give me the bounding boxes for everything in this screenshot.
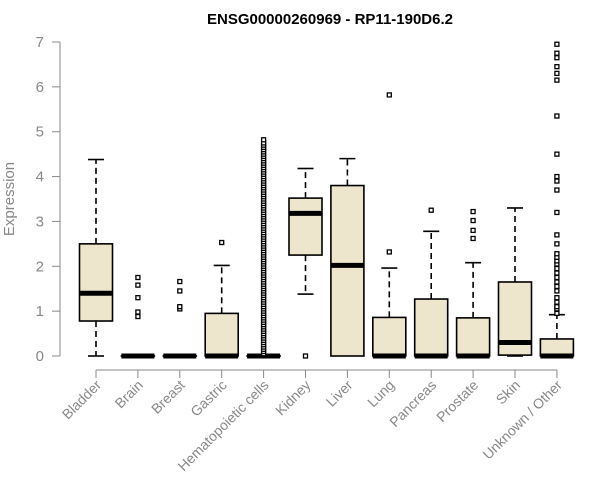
- y-axis-label: Expression: [1, 162, 18, 236]
- outlier-point: [470, 235, 476, 242]
- box-group: [371, 92, 407, 359]
- outlier-point: [470, 208, 476, 215]
- outlier-point: [554, 265, 560, 272]
- outlier-point: [554, 295, 560, 301]
- iqr-box: [330, 184, 365, 357]
- outlier-point: [470, 217, 476, 224]
- outlier-point: [554, 113, 560, 119]
- x-tick-label: Liver: [323, 377, 356, 410]
- outlier-point: [135, 274, 141, 281]
- outlier-point: [260, 137, 267, 143]
- y-tick-label: 6: [36, 79, 44, 96]
- iqr-box: [78, 243, 114, 322]
- y-tick-label: 7: [36, 34, 44, 51]
- outlier-point: [554, 288, 560, 294]
- outlier-point: [554, 270, 560, 276]
- x-tick-label: Brain: [112, 377, 146, 411]
- outlier-point: [135, 295, 141, 301]
- outlier-point: [135, 313, 141, 320]
- outlier-point: [554, 55, 560, 61]
- outlier-point: [219, 239, 225, 246]
- outlier-point: [554, 77, 560, 83]
- x-tick-label: Skin: [493, 377, 524, 408]
- outlier-point: [470, 227, 476, 234]
- outlier-point: [554, 283, 560, 290]
- outlier-point: [177, 288, 183, 294]
- box-group: [288, 167, 323, 359]
- outlier-point: [554, 279, 560, 285]
- outlier-point: [554, 209, 560, 216]
- iqr-box: [288, 197, 323, 256]
- box-group: [78, 158, 114, 357]
- outlier-point: [554, 187, 560, 193]
- outlier-point: [554, 50, 560, 56]
- x-tick-label: Pancreas: [386, 377, 439, 430]
- outlier-point: [554, 304, 560, 310]
- iqr-box: [455, 317, 491, 357]
- x-tick-label: Bladder: [59, 377, 105, 423]
- x-tick-label: Unknown / Other: [479, 377, 565, 463]
- iqr-box: [413, 298, 449, 357]
- outlier-point: [386, 92, 392, 98]
- box-group: [413, 207, 449, 359]
- outlier-point: [554, 151, 560, 157]
- box-group: [330, 157, 365, 357]
- box-group: [162, 278, 198, 359]
- outlier-point: [554, 251, 560, 257]
- box-group: [455, 208, 491, 359]
- y-tick-label: 3: [36, 213, 44, 230]
- x-tick-label: Prostate: [433, 377, 481, 425]
- box-group: [120, 274, 156, 359]
- box-group: [539, 41, 575, 359]
- iqr-box: [539, 338, 575, 357]
- y-tick-label: 4: [36, 169, 44, 186]
- x-tick-label: Lung: [364, 377, 397, 410]
- outlier-point: [386, 249, 392, 255]
- y-tick-label: 2: [36, 258, 44, 275]
- iqr-box: [371, 316, 407, 357]
- y-tick-label: 1: [36, 303, 44, 320]
- outlier-point: [135, 309, 141, 315]
- chart-title: ENSG00000260969 - RP11-190D6.2: [207, 11, 453, 28]
- outlier-point: [428, 207, 434, 213]
- x-tick-label: Breast: [148, 377, 188, 417]
- box-group: [497, 207, 533, 357]
- outlier-point: [554, 274, 560, 281]
- outlier-point: [554, 173, 560, 180]
- x-tick-label: Kidney: [272, 377, 314, 419]
- y-ticks: 0 1 2 3 4 5 6 7: [36, 34, 60, 365]
- outlier-point: [554, 64, 560, 70]
- y-tick-label: 0: [36, 348, 44, 365]
- outlier-point: [135, 282, 141, 288]
- outlier-point: [554, 241, 560, 247]
- outlier-point: [302, 353, 309, 359]
- box-group: [246, 137, 281, 359]
- y-tick-label: 5: [36, 124, 44, 141]
- outlier-point: [554, 178, 560, 184]
- outlier-point: [554, 299, 560, 305]
- box-group: [204, 239, 239, 359]
- outlier-point: [177, 278, 183, 285]
- outlier-point: [554, 70, 560, 77]
- boxes: [78, 41, 575, 359]
- outlier-point: [554, 41, 560, 47]
- iqr-box: [204, 312, 239, 357]
- outlier-point: [177, 304, 183, 310]
- outlier-point: [554, 232, 560, 238]
- outlier-point: [554, 310, 560, 317]
